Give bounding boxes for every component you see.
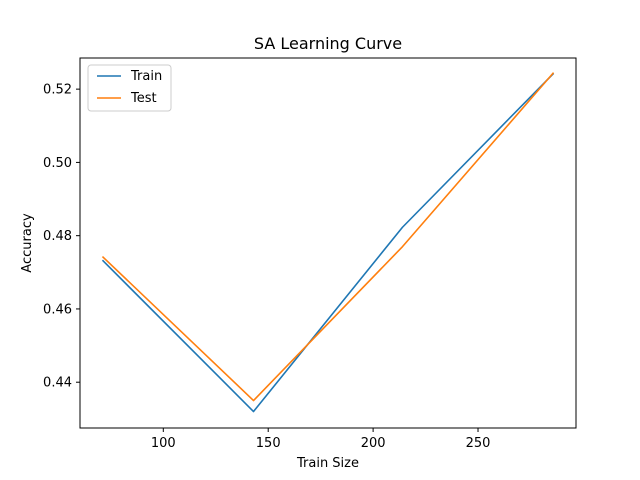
x-tick-label: 250 <box>466 436 491 451</box>
legend-label-train: Train <box>130 69 162 84</box>
x-tick-label: 150 <box>256 436 281 451</box>
x-tick-label: 100 <box>151 436 176 451</box>
x-axis-label: Train Size <box>296 456 359 471</box>
y-tick-label: 0.46 <box>43 302 72 317</box>
series-line-train <box>101 72 555 413</box>
y-tick-label: 0.44 <box>43 376 72 391</box>
legend-label-test: Test <box>130 91 157 106</box>
series-line-test <box>101 72 555 402</box>
y-tick-label: 0.52 <box>43 83 72 98</box>
y-axis: 0.44 0.46 0.48 0.50 0.52 <box>43 83 80 391</box>
chart-title: SA Learning Curve <box>254 34 402 53</box>
x-axis: 100 150 200 250 <box>151 428 491 451</box>
y-tick-label: 0.50 <box>43 156 72 171</box>
axes-frame <box>79 57 577 429</box>
y-axis-label: Accuracy <box>20 213 35 273</box>
y-tick-label: 0.48 <box>43 229 72 244</box>
legend: Train Test <box>87 64 172 112</box>
series-lines <box>101 72 555 413</box>
x-tick-label: 200 <box>361 436 386 451</box>
